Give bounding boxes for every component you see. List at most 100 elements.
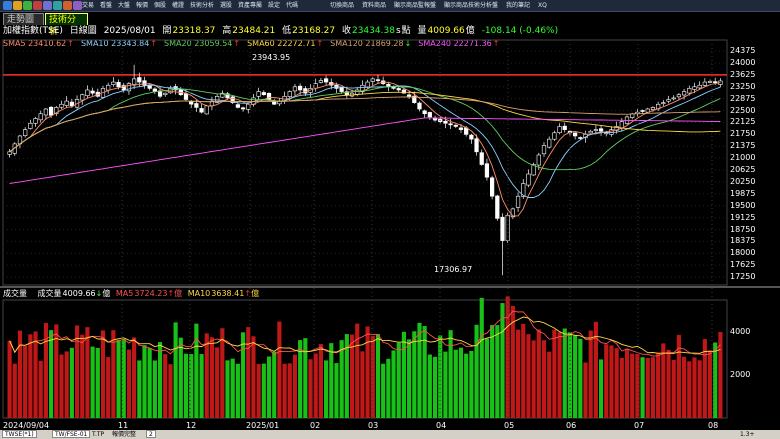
price-tick-label: 18000	[730, 248, 756, 258]
toolbar-icon[interactable]	[33, 1, 42, 10]
menu-item[interactable]: 代碼	[286, 2, 299, 9]
volume-bar	[417, 322, 422, 418]
volume-bar	[230, 358, 235, 418]
toolbar-icon[interactable]	[53, 1, 62, 10]
volume-bar	[220, 328, 225, 418]
volume-bar	[515, 329, 521, 418]
status-feed[interactable]: TW/FSE-01	[52, 430, 91, 438]
toolbar-icon[interactable]	[13, 1, 22, 10]
candle-body	[593, 129, 598, 131]
volume-bar	[624, 348, 630, 418]
volume-bar	[479, 297, 484, 418]
candle-body	[215, 96, 220, 103]
menu-item[interactable]: 大盤	[118, 2, 131, 9]
candle-body	[469, 134, 474, 140]
volume-bar	[640, 357, 645, 418]
candle-body	[370, 78, 375, 82]
volume-bar	[54, 324, 59, 418]
quote-date: 2025/08/01	[103, 26, 156, 36]
volume-bar	[541, 340, 547, 418]
candle-body	[588, 130, 593, 134]
volume-bar	[183, 353, 189, 418]
vol-ma5-label: MA5	[115, 289, 134, 298]
volume-bar	[272, 351, 277, 418]
date-tick-label: 11	[118, 421, 129, 430]
candle-body	[318, 80, 324, 83]
candle-body	[713, 81, 718, 83]
toolbar-action[interactable]: XQ	[538, 2, 547, 9]
menu-item[interactable]: 資產專屬	[238, 2, 263, 9]
tab-technical[interactable]: 技術分析	[45, 13, 88, 37]
toolbar-action[interactable]: 顯示商品監報盤	[394, 2, 437, 9]
candle-body	[614, 126, 619, 131]
menu-item[interactable]: 看盤	[100, 2, 113, 9]
candle-body	[598, 128, 604, 132]
volume-bar	[111, 330, 116, 418]
volume-bar	[407, 339, 412, 418]
volume-bar	[147, 348, 152, 418]
candle-body	[687, 88, 692, 94]
candle-body	[697, 84, 702, 89]
menu-item[interactable]: 設定	[268, 2, 281, 9]
volume-bar	[381, 363, 386, 418]
candle-body	[64, 100, 69, 106]
sma-legend-item: SMA120 21869.28	[330, 39, 404, 48]
tab-trend[interactable]: 走勢圖	[3, 13, 44, 25]
volume-bar	[521, 323, 526, 418]
candle-body	[474, 138, 479, 153]
menu-item[interactable]: 個股	[154, 2, 167, 9]
candle-body	[292, 86, 298, 92]
menu-item[interactable]: 報價	[136, 2, 149, 9]
candle-body	[552, 132, 557, 140]
candle-body	[344, 91, 349, 96]
menu-item[interactable]: 權證	[172, 2, 185, 9]
toolbar-action[interactable]: 資料商品	[362, 2, 387, 9]
price-volume-chart[interactable]	[0, 0, 780, 430]
toolbar-icon[interactable]	[43, 1, 52, 10]
toolbar-action[interactable]: 我的筆記	[506, 2, 531, 9]
candle-body	[422, 110, 427, 115]
price-frame	[2, 39, 728, 286]
sma-legend-item: SMA60 22272.71	[247, 39, 316, 48]
volume-bar	[547, 351, 552, 418]
volume-bar	[137, 360, 142, 418]
volume-bar	[682, 356, 687, 418]
volume-bar	[152, 360, 157, 418]
candle-body	[28, 122, 33, 129]
toolbar-icon[interactable]	[23, 1, 32, 10]
volume-bar	[74, 325, 80, 418]
toolbar-action[interactable]: 切換商品	[330, 2, 355, 9]
toolbar-icon[interactable]	[3, 1, 12, 10]
candle-body	[85, 89, 90, 97]
price-tick-label: 19500	[730, 200, 756, 210]
volume-bar	[578, 338, 583, 418]
volume-bar	[495, 325, 500, 418]
volume-bar	[199, 354, 204, 418]
status-exchange[interactable]: TWSE(*1)	[2, 430, 37, 438]
candle-body	[220, 92, 225, 98]
candle-body	[266, 92, 272, 100]
price-tick-label: 21750	[730, 129, 756, 139]
sma-arrow: ↑	[233, 39, 241, 48]
menu-item[interactable]: 技術分析	[190, 2, 215, 9]
volume-bar	[427, 354, 432, 418]
menu-item[interactable]: 選股	[220, 2, 233, 9]
volume-bar	[28, 334, 33, 418]
volume-unit: 億	[465, 26, 475, 36]
period-label: 日線圖	[69, 26, 97, 36]
candle-body	[453, 124, 458, 127]
toolbar-action[interactable]: 顯示商品技術分析盤	[444, 2, 499, 9]
candle-body	[365, 81, 370, 88]
price-tick-label: 21375	[730, 141, 756, 151]
date-tick-label: 04	[436, 421, 447, 430]
candle-body	[458, 127, 464, 130]
quote-info: 加權指數(TSE) 日線圖 2025/08/01 開23318.37 高2348…	[3, 26, 562, 37]
menu-item[interactable]: 交易	[82, 2, 95, 9]
volume-bar	[49, 330, 54, 418]
volume-bar	[157, 342, 163, 418]
toolbar-icon[interactable]	[73, 1, 82, 10]
status-count[interactable]: 2	[146, 430, 156, 438]
volume-bar	[718, 331, 723, 418]
volume-bar	[142, 345, 147, 418]
toolbar-icon[interactable]	[63, 1, 72, 10]
